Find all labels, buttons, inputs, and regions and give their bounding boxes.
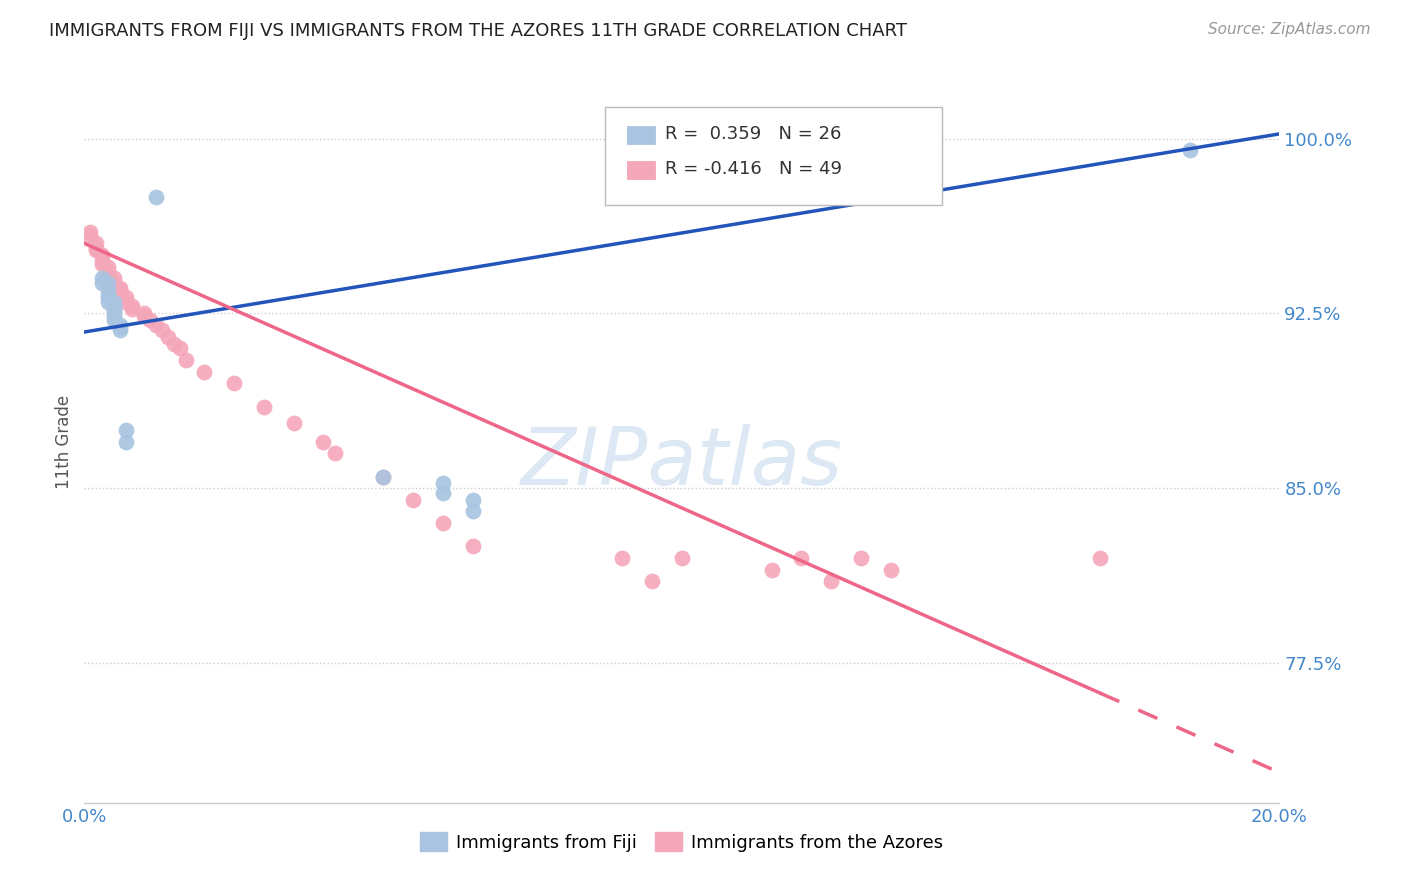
- Point: [97, 276, 120, 290]
- Point: [1178, 143, 1201, 157]
- Point: [79, 225, 101, 239]
- Point: [641, 574, 664, 589]
- Point: [325, 446, 347, 460]
- Point: [110, 285, 132, 300]
- Point: [373, 469, 395, 483]
- Point: [253, 400, 276, 414]
- Point: [157, 329, 180, 343]
- Point: [312, 434, 335, 449]
- Point: [103, 271, 125, 285]
- Point: [461, 492, 484, 507]
- Point: [193, 365, 215, 379]
- Point: [97, 264, 120, 278]
- Point: [820, 574, 842, 589]
- Point: [163, 336, 186, 351]
- Point: [110, 281, 132, 295]
- Point: [110, 323, 132, 337]
- Point: [145, 190, 167, 204]
- Point: [121, 299, 143, 313]
- Text: R = -0.416   N = 49: R = -0.416 N = 49: [665, 161, 842, 178]
- Point: [432, 485, 454, 500]
- Point: [169, 341, 191, 355]
- Point: [103, 294, 125, 309]
- Point: [97, 267, 120, 281]
- Point: [432, 516, 454, 530]
- Point: [103, 301, 125, 316]
- Point: [402, 492, 425, 507]
- Point: [97, 283, 120, 297]
- Legend: Immigrants from Fiji, Immigrants from the Azores: Immigrants from Fiji, Immigrants from th…: [413, 825, 950, 859]
- Point: [283, 416, 305, 430]
- Point: [132, 309, 156, 323]
- Point: [91, 276, 114, 290]
- Point: [671, 551, 693, 566]
- Point: [103, 313, 125, 327]
- Point: [97, 294, 120, 309]
- Point: [103, 309, 125, 323]
- Point: [103, 276, 125, 290]
- Point: [461, 540, 484, 554]
- Point: [612, 551, 634, 566]
- Point: [103, 306, 125, 320]
- Text: ZIPatlas: ZIPatlas: [520, 425, 844, 502]
- Text: IMMIGRANTS FROM FIJI VS IMMIGRANTS FROM THE AZORES 11TH GRADE CORRELATION CHART: IMMIGRANTS FROM FIJI VS IMMIGRANTS FROM …: [49, 22, 907, 40]
- Point: [86, 244, 108, 258]
- Point: [91, 252, 114, 267]
- Point: [86, 241, 108, 255]
- Point: [91, 248, 114, 262]
- Point: [103, 278, 125, 293]
- Point: [761, 563, 783, 577]
- Point: [790, 551, 813, 566]
- Point: [880, 563, 903, 577]
- Point: [115, 434, 138, 449]
- Point: [851, 551, 873, 566]
- Point: [97, 290, 120, 304]
- Point: [110, 283, 132, 297]
- Point: [91, 271, 114, 285]
- Point: [79, 229, 101, 244]
- Text: R =  0.359   N = 26: R = 0.359 N = 26: [665, 125, 841, 143]
- Point: [97, 287, 120, 301]
- Point: [1090, 551, 1112, 566]
- Point: [115, 423, 138, 437]
- Point: [432, 476, 454, 491]
- Point: [132, 306, 156, 320]
- Point: [222, 376, 245, 391]
- Point: [91, 257, 114, 271]
- Point: [103, 304, 125, 318]
- Point: [373, 469, 395, 483]
- Point: [150, 323, 173, 337]
- Text: Source: ZipAtlas.com: Source: ZipAtlas.com: [1208, 22, 1371, 37]
- Y-axis label: 11th Grade: 11th Grade: [55, 394, 73, 489]
- Point: [461, 504, 484, 518]
- Point: [103, 299, 125, 313]
- Point: [115, 294, 138, 309]
- Point: [139, 313, 162, 327]
- Point: [110, 320, 132, 334]
- Point: [174, 353, 197, 368]
- Point: [121, 301, 143, 316]
- Point: [115, 290, 138, 304]
- Point: [110, 318, 132, 332]
- Point: [86, 236, 108, 251]
- Point: [97, 260, 120, 274]
- Point: [145, 318, 167, 332]
